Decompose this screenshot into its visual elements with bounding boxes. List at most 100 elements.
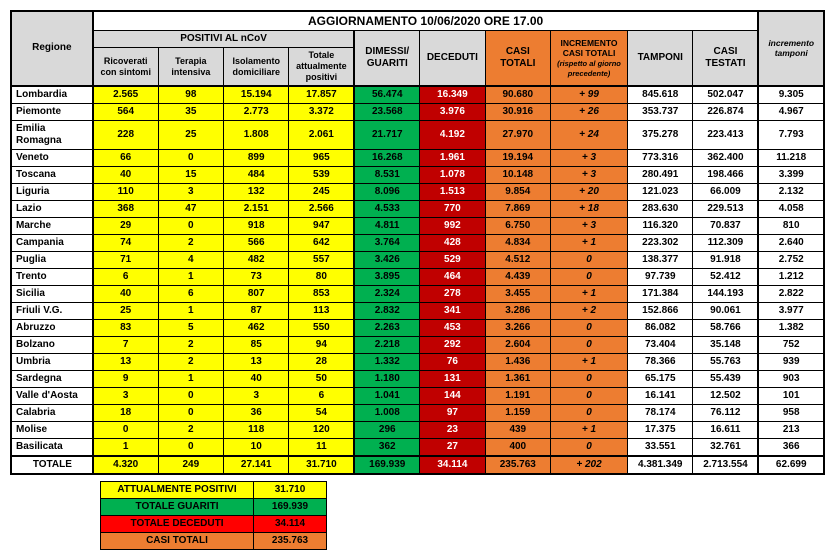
- hdr-positivi-group: POSITIVI AL nCoV: [93, 31, 355, 48]
- cell-isolamento: 1.808: [224, 120, 289, 149]
- table-header: Regione AGGIORNAMENTO 10/06/2020 ORE 17.…: [11, 11, 824, 86]
- cell-inc-tamponi: 2.822: [758, 285, 824, 302]
- cell-casi-totali: 4.439: [485, 268, 550, 285]
- region-cell: Liguria: [11, 183, 93, 200]
- cell-testati: 90.061: [693, 302, 759, 319]
- cell-tot-positivi: 80: [289, 268, 354, 285]
- cell-deceduti: 428: [420, 234, 485, 251]
- cell-terapia: 98: [158, 86, 223, 104]
- hdr-terapia: Terapia intensiva: [158, 48, 223, 86]
- table-row: Bolzano7285942.2182922.604073.40435.1487…: [11, 336, 824, 353]
- cell-tot-positivi: 17.857: [289, 86, 354, 104]
- total-label: TOTALE: [11, 456, 93, 474]
- cell-tamponi: 97.739: [628, 268, 693, 285]
- hdr-tamponi: TAMPONI: [628, 31, 693, 86]
- cell-terapia: 25: [158, 120, 223, 149]
- cell-terapia: 0: [158, 387, 223, 404]
- hdr-regione: Regione: [11, 11, 93, 86]
- cell-tot-positivi: 2.566: [289, 200, 354, 217]
- hdr-casi-testati: CASI TESTATI: [693, 31, 759, 86]
- cell-isolamento: 918: [224, 217, 289, 234]
- cell-tot-positivi: 550: [289, 319, 354, 336]
- cell-dimessi: 8.096: [354, 183, 419, 200]
- region-cell: Bolzano: [11, 336, 93, 353]
- cell-inc-tamponi: 752: [758, 336, 824, 353]
- cell-ricoverati: 368: [93, 200, 158, 217]
- sum-pos-label: ATTUALMENTE POSITIVI: [101, 481, 254, 498]
- region-cell: Basilicata: [11, 438, 93, 456]
- region-cell: Marche: [11, 217, 93, 234]
- cell-tot-positivi: 853: [289, 285, 354, 302]
- sum-dec-val: 34.114: [254, 515, 327, 532]
- cell-tot-positivi: 120: [289, 421, 354, 438]
- cell-casi-totali: 9.854: [485, 183, 550, 200]
- table-row: Piemonte564352.7733.37223.5683.97630.916…: [11, 103, 824, 120]
- cell-casi-totali: 27.970: [485, 120, 550, 149]
- hdr-casi-totali: CASI TOTALI: [485, 31, 550, 86]
- cell-dimessi: 8.531: [354, 166, 419, 183]
- cell-isolamento: 2.773: [224, 103, 289, 120]
- cell-deceduti: 529: [420, 251, 485, 268]
- table-row: Toscana40154845398.5311.07810.148+ 3280.…: [11, 166, 824, 183]
- cell-casi-totali: 7.869: [485, 200, 550, 217]
- cell-ricoverati: 25: [93, 302, 158, 319]
- cell-inc-tamponi: 3.399: [758, 166, 824, 183]
- table-row: Abruzzo8354625502.2634533.266086.08258.7…: [11, 319, 824, 336]
- cell-incremento: + 26: [550, 103, 627, 120]
- total-dim: 169.939: [354, 456, 419, 474]
- cell-tot-positivi: 539: [289, 166, 354, 183]
- cell-testati: 362.400: [693, 149, 759, 166]
- cell-terapia: 0: [158, 404, 223, 421]
- cell-inc-tamponi: 1.382: [758, 319, 824, 336]
- hdr-incremento-main: INCREMENTO CASI TOTALI: [561, 38, 618, 58]
- cell-deceduti: 341: [420, 302, 485, 319]
- cell-inc-tamponi: 213: [758, 421, 824, 438]
- cell-testati: 66.009: [693, 183, 759, 200]
- cell-testati: 52.412: [693, 268, 759, 285]
- cell-deceduti: 1.078: [420, 166, 485, 183]
- cell-inc-tamponi: 11.218: [758, 149, 824, 166]
- cell-incremento: + 20: [550, 183, 627, 200]
- cell-deceduti: 4.192: [420, 120, 485, 149]
- total-tot: 31.710: [289, 456, 354, 474]
- region-cell: Valle d'Aosta: [11, 387, 93, 404]
- cell-casi-totali: 19.194: [485, 149, 550, 166]
- cell-ricoverati: 83: [93, 319, 158, 336]
- region-cell: Trento: [11, 268, 93, 285]
- cell-tamponi: 171.384: [628, 285, 693, 302]
- cell-casi-totali: 90.680: [485, 86, 550, 104]
- sum-pos-val: 31.710: [254, 481, 327, 498]
- cell-ricoverati: 18: [93, 404, 158, 421]
- cell-casi-totali: 30.916: [485, 103, 550, 120]
- cell-tot-positivi: 557: [289, 251, 354, 268]
- table-row: Emilia Romagna228251.8082.06121.7174.192…: [11, 120, 824, 149]
- cell-dimessi: 4.533: [354, 200, 419, 217]
- cell-ricoverati: 1: [93, 438, 158, 456]
- cell-ricoverati: 66: [93, 149, 158, 166]
- cell-tamponi: 33.551: [628, 438, 693, 456]
- region-cell: Friuli V.G.: [11, 302, 93, 319]
- cell-incremento: 0: [550, 319, 627, 336]
- cell-tamponi: 375.278: [628, 120, 693, 149]
- hdr-isolamento: Isolamento domiciliare: [224, 48, 289, 86]
- cell-terapia: 2: [158, 421, 223, 438]
- cell-terapia: 3: [158, 183, 223, 200]
- cell-ricoverati: 13: [93, 353, 158, 370]
- table-row: Lombardia2.5659815.19417.85756.47416.349…: [11, 86, 824, 104]
- cell-inc-tamponi: 2.132: [758, 183, 824, 200]
- cell-tamponi: 845.618: [628, 86, 693, 104]
- cell-testati: 502.047: [693, 86, 759, 104]
- cell-tamponi: 223.302: [628, 234, 693, 251]
- cell-tot-positivi: 94: [289, 336, 354, 353]
- cell-incremento: + 99: [550, 86, 627, 104]
- cell-ricoverati: 2.565: [93, 86, 158, 104]
- cell-dimessi: 1.180: [354, 370, 419, 387]
- total-ter: 249: [158, 456, 223, 474]
- cell-inc-tamponi: 2.640: [758, 234, 824, 251]
- cell-tamponi: 353.737: [628, 103, 693, 120]
- cell-ricoverati: 7: [93, 336, 158, 353]
- region-cell: Emilia Romagna: [11, 120, 93, 149]
- region-cell: Sardegna: [11, 370, 93, 387]
- cell-deceduti: 1.961: [420, 149, 485, 166]
- cell-casi-totali: 400: [485, 438, 550, 456]
